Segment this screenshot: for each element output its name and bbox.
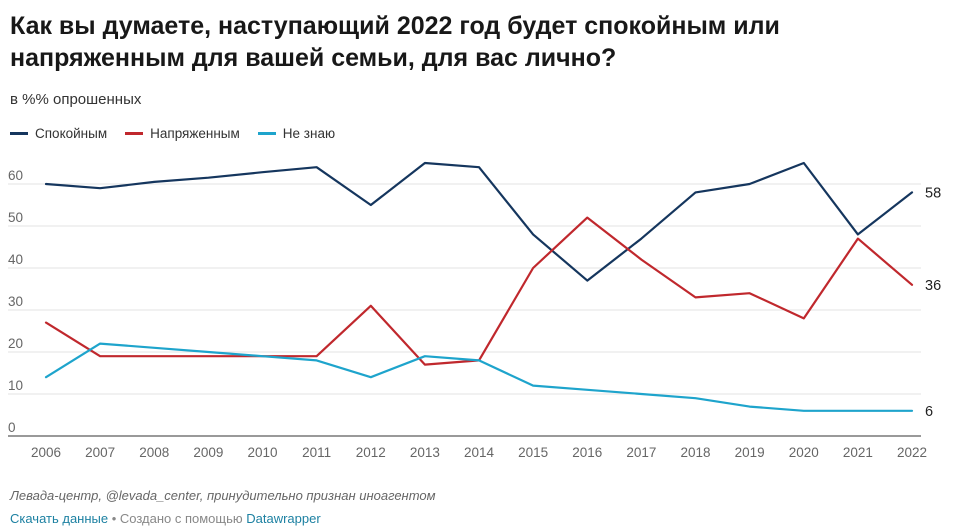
legend-label-calm: Спокойным [35, 126, 108, 141]
y-tick-label-60: 60 [8, 168, 23, 183]
x-tick-label-2010: 2010 [247, 445, 277, 460]
x-tick-label-2007: 2007 [85, 445, 115, 460]
end-label-series-0: 58 [925, 185, 941, 201]
datawrapper-link[interactable]: Datawrapper [246, 511, 321, 526]
source-note: Левада-центр, @levada_center, принудител… [10, 488, 436, 503]
x-tick-label-2011: 2011 [302, 445, 331, 460]
x-tick-label-2018: 2018 [680, 445, 710, 460]
legend-label-dont-know: Не знаю [282, 126, 336, 141]
y-tick-label-30: 30 [8, 294, 23, 309]
x-tick-label-2020: 2020 [789, 445, 819, 460]
y-tick-label-10: 10 [8, 378, 23, 393]
series-line-2 [44, 342, 914, 412]
chart-legend: Спокойным Напряженным Не знаю [10, 126, 353, 141]
legend-item-tense: Напряженным [125, 126, 240, 141]
series-line-0 [44, 161, 914, 282]
legend-label-tense: Напряженным [150, 126, 240, 141]
legend-swatch-dont-know [257, 132, 276, 135]
x-tick-label-2017: 2017 [626, 445, 656, 460]
x-tick-label-2009: 2009 [193, 445, 223, 460]
legend-item-dont-know: Не знаю [257, 126, 336, 141]
legend-item-calm: Спокойным [10, 126, 107, 141]
series-line-1 [44, 216, 914, 366]
footer: Скачать данные • Создано с помощью Dataw… [10, 511, 321, 526]
end-label-series-1: 36 [925, 278, 941, 294]
legend-swatch-tense [125, 132, 144, 135]
x-tick-label-2016: 2016 [572, 445, 602, 460]
download-data-link[interactable]: Скачать данные [10, 511, 109, 526]
y-tick-label-20: 20 [8, 336, 23, 351]
x-tick-label-2019: 2019 [735, 445, 765, 460]
x-tick-label-2012: 2012 [356, 445, 386, 460]
x-tick-label-2006: 2006 [31, 445, 61, 460]
end-label-series-2: 6 [925, 404, 933, 420]
legend-swatch-calm [10, 132, 28, 135]
y-tick-label-50: 50 [8, 210, 23, 225]
x-tick-label-2022: 2022 [897, 445, 927, 460]
y-tick-label-40: 40 [8, 252, 23, 267]
x-tick-label-2013: 2013 [410, 445, 440, 460]
line-chart: 0 10 20 30 40 50 60 2006 2007 2008 2009 2010 2011 201… [8, 161, 941, 460]
chart-title: Как вы думаете, наступающий 2022 год буд… [10, 12, 780, 72]
x-tick-label-2014: 2014 [464, 445, 495, 460]
x-tick-label-2008: 2008 [139, 445, 169, 460]
x-tick-label-2015: 2015 [518, 445, 548, 460]
x-tick-label-2021: 2021 [843, 445, 873, 460]
chart-subtitle: в %% опрошенных [10, 91, 142, 108]
footer-separator: • Создано с помощью [108, 511, 247, 526]
y-tick-label-0: 0 [8, 420, 16, 435]
